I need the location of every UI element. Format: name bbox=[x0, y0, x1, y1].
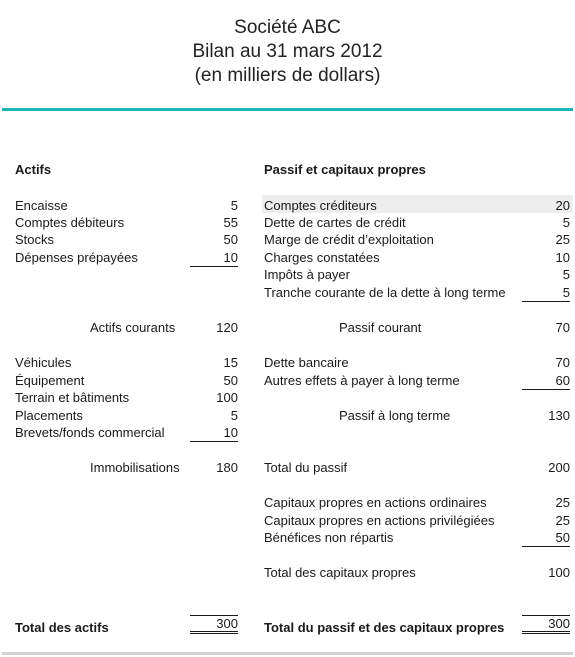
subtotal-label: Actifs courants bbox=[90, 320, 176, 335]
liability-value: 60 bbox=[522, 372, 570, 390]
liability-label: Dette bancaire bbox=[264, 355, 349, 370]
asset-value: 50 bbox=[223, 232, 238, 247]
liability-value: 5 bbox=[562, 215, 570, 230]
liability-label: Dette de cartes de crédit bbox=[264, 215, 406, 230]
asset-label: Comptes débiteurs bbox=[15, 215, 125, 230]
liability-label: Charges constatées bbox=[264, 250, 380, 265]
liability-label: Autres effets à payer à long terme bbox=[264, 373, 460, 388]
asset-label: Véhicules bbox=[15, 355, 72, 370]
liability-label: Comptes créditeurs bbox=[264, 198, 377, 213]
subtotal-value: 120 bbox=[216, 320, 238, 335]
asset-label: Stocks bbox=[15, 232, 55, 247]
equity-label: Capitaux propres en actions ordinaires bbox=[264, 495, 487, 510]
asset-label: Placements bbox=[15, 408, 83, 423]
asset-value: 5 bbox=[230, 408, 238, 423]
asset-value: 10 bbox=[190, 424, 238, 442]
asset-value: 10 bbox=[190, 249, 238, 267]
footer-divider bbox=[2, 652, 573, 655]
equity-total-label: Total des capitaux propres bbox=[264, 565, 416, 580]
liability-label: Marge de crédit d’exploitation bbox=[264, 232, 434, 247]
row-highlight bbox=[262, 195, 573, 213]
liability-value: 10 bbox=[555, 250, 570, 265]
liabilities-heading: Passif et capitaux propres bbox=[264, 162, 426, 177]
liability-value: 70 bbox=[555, 355, 570, 370]
equity-label: Capitaux propres en actions privilégiées bbox=[264, 513, 495, 528]
asset-label: Équipement bbox=[15, 373, 85, 388]
subtotal-value: 180 bbox=[216, 460, 238, 475]
equity-label: Bénéfices non répartis bbox=[264, 530, 394, 545]
equity-value: 25 bbox=[555, 513, 570, 528]
liability-value: 5 bbox=[522, 284, 570, 302]
asset-label: Dépenses prépayées bbox=[15, 250, 138, 265]
equity-total-value: 100 bbox=[548, 565, 570, 580]
grand-total-value: 300 bbox=[190, 615, 238, 634]
liability-value: 5 bbox=[562, 267, 570, 282]
assets-heading: Actifs bbox=[15, 162, 52, 177]
liability-value: 25 bbox=[555, 232, 570, 247]
liability-value: 20 bbox=[555, 198, 570, 213]
asset-label: Terrain et bâtiments bbox=[15, 390, 130, 405]
equity-value: 50 bbox=[522, 529, 570, 547]
liability-label: Impôts à payer bbox=[264, 267, 350, 282]
document-title: Société ABC Bilan au 31 mars 2012 (en mi… bbox=[0, 16, 575, 88]
liability-label: Tranche courante de la dette à long term… bbox=[264, 285, 506, 300]
grand-total-value: 300 bbox=[522, 615, 570, 634]
company-name: Société ABC bbox=[234, 17, 341, 38]
statement-title: Bilan au 31 mars 2012 bbox=[192, 41, 383, 62]
subtotal-label: Passif à long terme bbox=[339, 408, 451, 423]
equity-value: 25 bbox=[555, 495, 570, 510]
asset-value: 55 bbox=[223, 215, 238, 230]
subtotal-label: Passif courant bbox=[339, 320, 422, 335]
header-divider bbox=[2, 108, 573, 111]
grand-total-label: Total du passif et des capitaux propres bbox=[264, 620, 505, 635]
grand-total-label: Total des actifs bbox=[15, 620, 109, 635]
total-liabilities-value: 200 bbox=[548, 460, 570, 475]
asset-value: 100 bbox=[216, 390, 238, 405]
units-note: (en milliers de dollars) bbox=[194, 65, 381, 86]
subtotal-value: 70 bbox=[555, 320, 570, 335]
asset-label: Brevets/fonds commercial bbox=[15, 425, 165, 440]
asset-value: 50 bbox=[223, 373, 238, 388]
subtotal-value: 130 bbox=[548, 408, 570, 423]
total-liabilities-label: Total du passif bbox=[264, 460, 348, 475]
asset-value: 5 bbox=[230, 198, 238, 213]
subtotal-label: Immobilisations bbox=[90, 460, 180, 475]
asset-value: 15 bbox=[223, 355, 238, 370]
asset-label: Encaisse bbox=[15, 198, 68, 213]
